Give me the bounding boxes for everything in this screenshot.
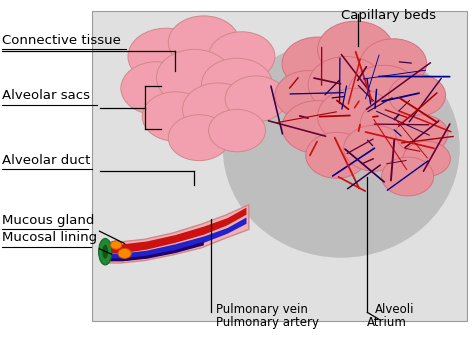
Circle shape bbox=[118, 249, 131, 258]
Circle shape bbox=[142, 92, 209, 141]
Circle shape bbox=[168, 16, 239, 69]
Text: Connective tissue: Connective tissue bbox=[2, 34, 121, 47]
Circle shape bbox=[389, 74, 446, 116]
Circle shape bbox=[382, 157, 434, 196]
Text: Capillary beds: Capillary beds bbox=[341, 9, 436, 22]
Circle shape bbox=[282, 101, 353, 154]
Text: Pulmonary artery: Pulmonary artery bbox=[216, 316, 319, 329]
Polygon shape bbox=[104, 242, 204, 261]
Circle shape bbox=[348, 65, 419, 118]
Text: Atrium: Atrium bbox=[367, 316, 407, 329]
Ellipse shape bbox=[102, 245, 108, 259]
Text: Mucosal lining: Mucosal lining bbox=[2, 231, 98, 244]
Polygon shape bbox=[104, 217, 246, 261]
Circle shape bbox=[201, 58, 273, 111]
Circle shape bbox=[308, 56, 384, 113]
Circle shape bbox=[403, 141, 450, 176]
Text: Alveolar duct: Alveolar duct bbox=[2, 154, 91, 167]
Text: Mucous gland: Mucous gland bbox=[2, 214, 95, 227]
Circle shape bbox=[282, 37, 353, 90]
Text: Pulmonary vein: Pulmonary vein bbox=[216, 303, 308, 316]
Circle shape bbox=[128, 28, 204, 85]
Circle shape bbox=[225, 76, 287, 122]
Circle shape bbox=[360, 99, 427, 148]
Circle shape bbox=[344, 125, 405, 171]
Circle shape bbox=[156, 49, 232, 106]
Circle shape bbox=[110, 241, 122, 249]
Circle shape bbox=[182, 83, 254, 136]
Polygon shape bbox=[102, 205, 249, 263]
Circle shape bbox=[306, 132, 367, 178]
Circle shape bbox=[318, 88, 393, 145]
Circle shape bbox=[121, 62, 192, 115]
Circle shape bbox=[396, 115, 448, 154]
Circle shape bbox=[360, 39, 427, 88]
FancyBboxPatch shape bbox=[92, 11, 467, 321]
Text: Alveoli: Alveoli bbox=[374, 303, 414, 316]
Polygon shape bbox=[104, 208, 246, 253]
Circle shape bbox=[168, 115, 230, 161]
Circle shape bbox=[275, 71, 341, 120]
Ellipse shape bbox=[99, 239, 112, 265]
Ellipse shape bbox=[223, 39, 460, 258]
Circle shape bbox=[209, 32, 275, 81]
Text: Alveolar sacs: Alveolar sacs bbox=[2, 89, 91, 102]
Circle shape bbox=[209, 109, 265, 152]
Circle shape bbox=[318, 21, 393, 78]
